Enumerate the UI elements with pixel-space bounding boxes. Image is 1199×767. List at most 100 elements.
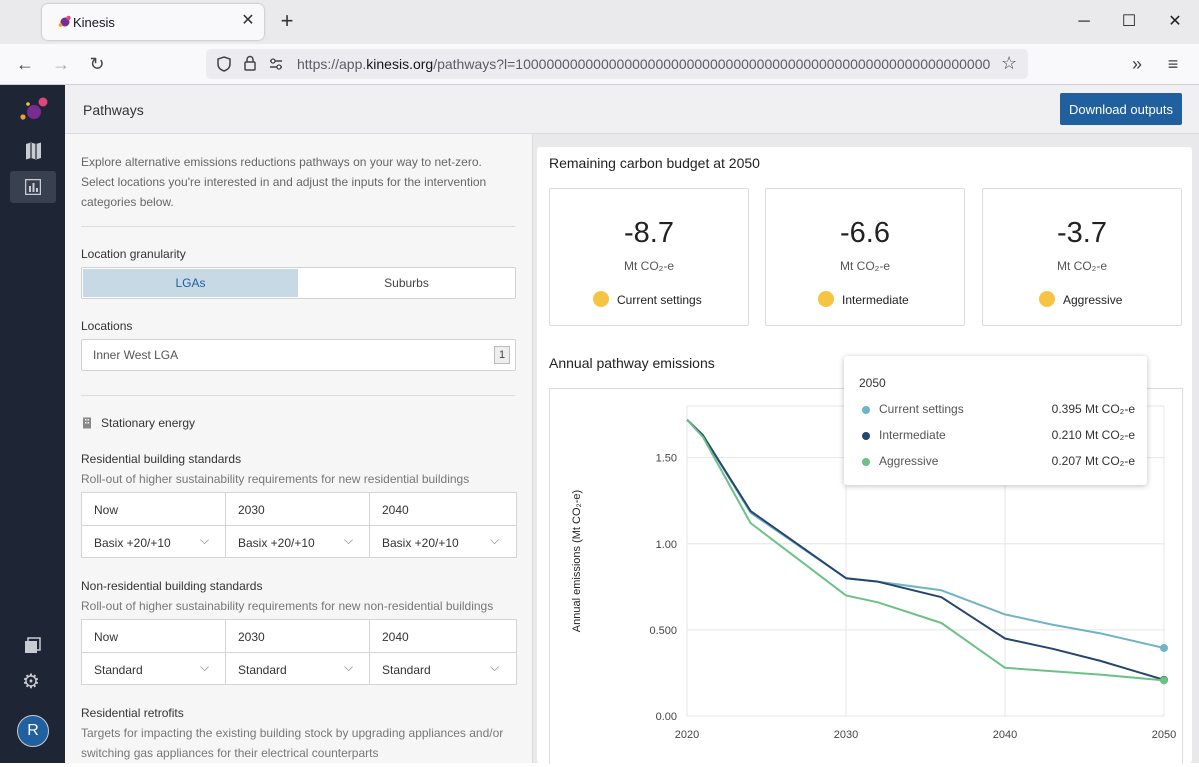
nonresidential-2040-select[interactable]: Standard ⌵ bbox=[370, 652, 516, 685]
layers-icon[interactable] bbox=[24, 637, 41, 654]
overflow-chevrons-icon[interactable]: » bbox=[1131, 54, 1142, 74]
budget-unit: Mt CO₂-e bbox=[624, 259, 674, 273]
residential-standards-grid: Now Basix +20/+10 ⌵ 2030 Basix +20/+10 ⌵… bbox=[81, 492, 517, 558]
shield-icon[interactable] bbox=[216, 56, 232, 72]
column-year: 2030 bbox=[238, 630, 265, 644]
building-icon bbox=[83, 417, 91, 429]
y-axis-label: Annual emissions (Mt CO₂-e) bbox=[571, 490, 583, 632]
tooltip-year: 2050 bbox=[859, 376, 886, 390]
budget-card-current: -8.7 Mt CO₂-e Current settings bbox=[549, 188, 749, 326]
select-value: Basix +20/+10 bbox=[94, 536, 171, 550]
nonresidential-standards-title: Non-residential building standards bbox=[81, 579, 263, 593]
nonresidential-standards-grid: Now Standard ⌵ 2030 Standard ⌵ 2040 Stan… bbox=[81, 619, 517, 685]
residential-retrofits-desc: Targets for impacting the existing build… bbox=[81, 726, 504, 760]
back-icon[interactable]: ← bbox=[16, 54, 34, 74]
column-year: 2040 bbox=[382, 630, 409, 644]
tooltip-series-value: 0.210 Mt CO₂-e bbox=[1051, 428, 1135, 442]
kinesis-logo-icon[interactable] bbox=[16, 95, 50, 125]
nonresidential-now-select[interactable]: Standard ⌵ bbox=[82, 652, 225, 685]
series-end-point bbox=[1160, 676, 1168, 685]
chevron-down-icon: ⌵ bbox=[490, 533, 500, 547]
tooltip-series-value: 0.207 Mt CO₂-e bbox=[1051, 454, 1135, 468]
map-icon bbox=[26, 142, 41, 160]
locations-count-badge: 1 bbox=[494, 346, 510, 364]
series-end-point bbox=[1160, 643, 1168, 652]
bookmark-star-icon[interactable]: ☆ bbox=[1001, 53, 1018, 73]
permissions-icon[interactable] bbox=[268, 56, 284, 72]
granularity-option-lgas[interactable]: LGAs bbox=[83, 269, 298, 297]
select-value: Standard bbox=[94, 663, 143, 677]
chart-tooltip: 2050 Current settings 0.395 Mt CO₂-e Int… bbox=[844, 356, 1147, 485]
select-value: Basix +20/+10 bbox=[382, 536, 459, 550]
x-tick-label: 2020 bbox=[675, 729, 699, 741]
download-outputs-button[interactable]: Download outputs bbox=[1060, 93, 1182, 125]
close-tab-icon[interactable]: ✕ bbox=[241, 12, 255, 29]
tab-title: Kinesis bbox=[73, 15, 115, 30]
budget-card-aggressive: -3.7 Mt CO₂-e Aggressive bbox=[982, 188, 1182, 326]
intro-text: Explore alternative emissions reductions… bbox=[81, 155, 487, 209]
locations-select[interactable]: Inner West LGA 1 bbox=[81, 339, 516, 371]
x-tick-label: 2050 bbox=[1152, 729, 1176, 741]
chevron-down-icon: ⌵ bbox=[490, 660, 500, 674]
map-nav-item[interactable] bbox=[10, 135, 56, 167]
select-value: Basix +20/+10 bbox=[238, 536, 315, 550]
maximize-icon[interactable]: ☐ bbox=[1121, 13, 1137, 30]
url-text: https://app.kinesis.org/pathways?l=10000… bbox=[297, 56, 991, 72]
residential-2040-select[interactable]: Basix +20/+10 ⌵ bbox=[370, 525, 516, 558]
tooltip-series-name: Aggressive bbox=[879, 454, 939, 468]
new-tab-icon[interactable]: + bbox=[280, 8, 294, 33]
lock-icon[interactable] bbox=[243, 55, 257, 72]
budget-value: -8.7 bbox=[624, 217, 674, 249]
url-bar[interactable]: https://app.kinesis.org/pathways?l=10000… bbox=[206, 49, 1028, 79]
x-tick-label: 2030 bbox=[834, 729, 858, 741]
budget-value: -6.6 bbox=[840, 217, 890, 249]
residential-retrofits-title: Residential retrofits bbox=[81, 706, 184, 720]
menu-icon[interactable]: ≡ bbox=[1167, 54, 1179, 74]
budget-unit: Mt CO₂-e bbox=[840, 259, 890, 273]
y-tick-label: 0.00 bbox=[656, 711, 677, 723]
column-year: Now bbox=[94, 630, 119, 644]
residential-col-2040: 2040 Basix +20/+10 ⌵ bbox=[370, 493, 516, 557]
minimize-icon[interactable]: ─ bbox=[1078, 13, 1090, 30]
residential-col-now: Now Basix +20/+10 ⌵ bbox=[82, 493, 226, 557]
browser-tab[interactable]: Kinesis ✕ bbox=[42, 4, 264, 40]
residential-2030-select[interactable]: Basix +20/+10 ⌵ bbox=[226, 525, 369, 558]
y-tick-label: 1.50 bbox=[656, 453, 677, 465]
y-tick-label: 1.00 bbox=[656, 539, 677, 551]
column-year: 2030 bbox=[238, 503, 265, 517]
column-year: Now bbox=[94, 503, 119, 517]
controls-panel: Explore alternative emissions reductions… bbox=[65, 134, 533, 763]
nonresidential-col-now: Now Standard ⌵ bbox=[82, 620, 226, 684]
series-line-aggressive bbox=[686, 419, 1165, 682]
divider bbox=[81, 226, 515, 227]
avatar[interactable]: R bbox=[17, 715, 49, 747]
chevron-down-icon: ⌵ bbox=[200, 533, 210, 547]
locations-label: Locations bbox=[81, 319, 133, 333]
series-line-intermediate bbox=[686, 419, 1165, 681]
granularity-toggle: LGAs Suburbs bbox=[81, 267, 516, 299]
close-window-icon[interactable]: ✕ bbox=[1168, 13, 1182, 30]
residential-now-select[interactable]: Basix +20/+10 ⌵ bbox=[82, 525, 225, 558]
tooltip-dot bbox=[862, 432, 870, 440]
status-dot bbox=[818, 291, 834, 307]
granularity-label: Location granularity bbox=[81, 247, 186, 261]
residential-standards-desc: Roll-out of higher sustainability requir… bbox=[81, 472, 470, 486]
budget-label: Current settings bbox=[617, 293, 702, 307]
tooltip-dot bbox=[862, 406, 870, 414]
nonresidential-col-2030: 2030 Standard ⌵ bbox=[226, 620, 370, 684]
carbon-budget-title: Remaining carbon budget at 2050 bbox=[549, 155, 760, 171]
tooltip-dot bbox=[862, 458, 870, 466]
pathways-nav-item[interactable] bbox=[10, 171, 56, 203]
page-title: Pathways bbox=[83, 102, 144, 118]
settings-gear-icon[interactable]: ⚙ bbox=[22, 671, 40, 693]
residential-standards-title: Residential building standards bbox=[81, 452, 242, 466]
app-header: Pathways Download outputs bbox=[65, 85, 1199, 134]
tooltip-series-name: Current settings bbox=[879, 402, 964, 416]
reload-icon[interactable]: ↻ bbox=[89, 54, 105, 74]
forward-icon[interactable]: → bbox=[52, 54, 70, 74]
granularity-option-suburbs[interactable]: Suburbs bbox=[384, 276, 429, 290]
tooltip-series-value: 0.395 Mt CO₂-e bbox=[1051, 402, 1135, 416]
nonresidential-col-2040: 2040 Standard ⌵ bbox=[370, 620, 516, 684]
x-tick-label: 2040 bbox=[993, 729, 1017, 741]
nonresidential-2030-select[interactable]: Standard ⌵ bbox=[226, 652, 369, 685]
